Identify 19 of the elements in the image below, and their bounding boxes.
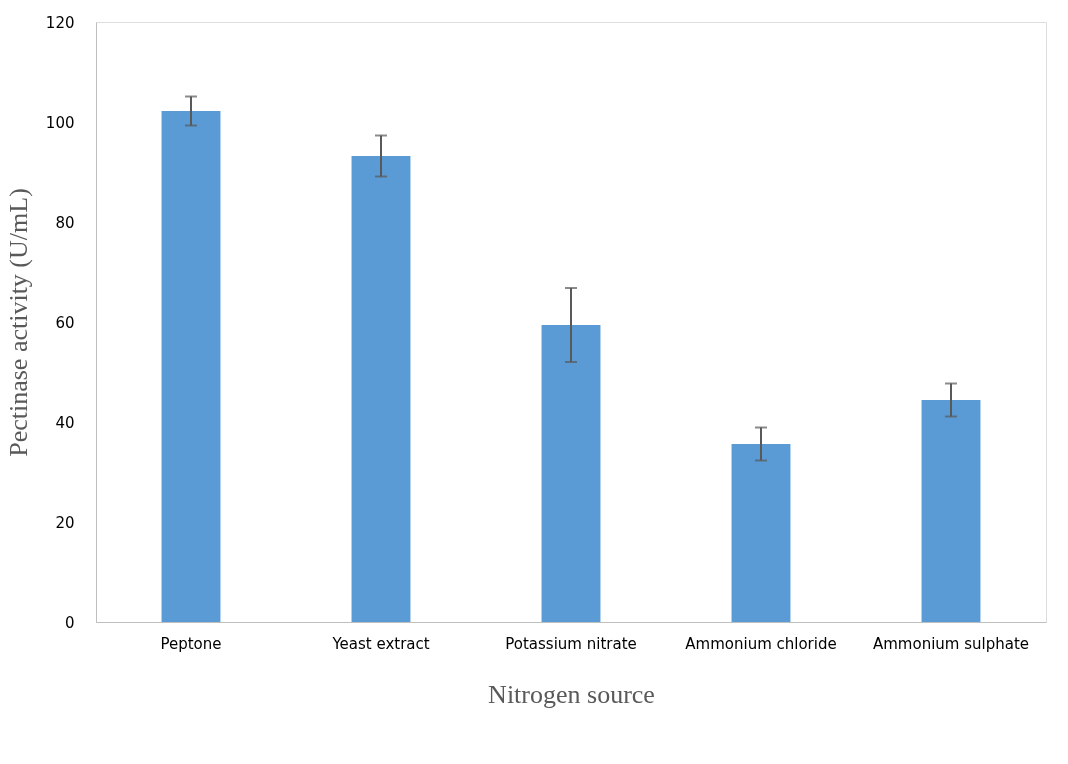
y-tick-label: 40 <box>55 413 75 432</box>
bar <box>921 400 981 622</box>
y-tick-label: 20 <box>55 513 75 532</box>
bar <box>731 444 791 622</box>
x-tick-label: Ammonium sulphate <box>872 634 1030 653</box>
y-axis-title: Pectinase activity (U/mL) <box>3 188 33 457</box>
y-tick-label: 80 <box>55 213 75 232</box>
y-tick-label: 60 <box>55 313 75 332</box>
y-tick-label: 120 <box>45 13 75 32</box>
x-tick-label: Peptone <box>160 634 222 653</box>
bar <box>161 111 221 622</box>
y-tick-label: 0 <box>64 613 75 632</box>
y-tick-label: 100 <box>45 113 75 132</box>
bar <box>351 156 411 622</box>
x-axis-title: Nitrogen source <box>488 679 655 709</box>
bar <box>541 325 601 622</box>
x-tick-label: Yeast extract <box>331 634 430 653</box>
x-tick-label: Potassium nitrate <box>505 634 637 653</box>
x-tick-label: Ammonium chloride <box>685 634 837 653</box>
